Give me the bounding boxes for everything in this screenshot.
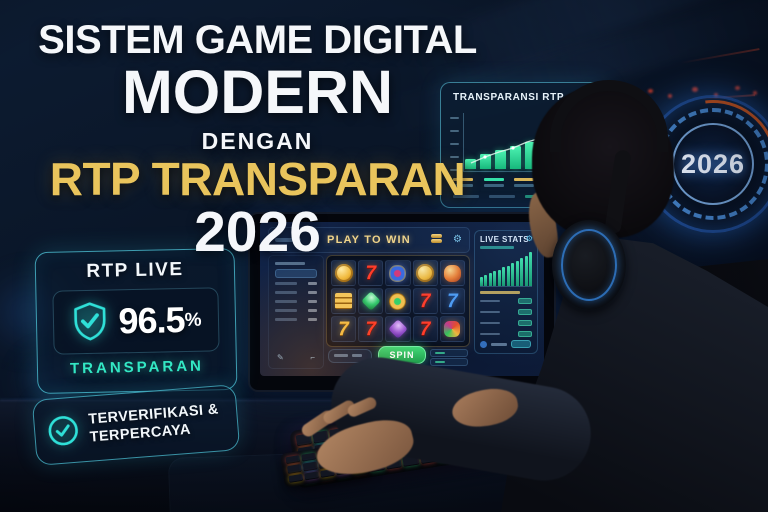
- red-circuit-dot: [648, 89, 653, 93]
- verified-badge-text: TERVERIFIKASI & TERPERCAYA: [87, 401, 220, 446]
- headline-block: SISTEM GAME DIGITAL MODERN DENGAN RTP TR…: [0, 20, 515, 261]
- rtp-value: 96.5%: [118, 298, 202, 342]
- slot-cell-blue-7: [439, 288, 465, 314]
- slot-cell-gold-medallion: [385, 288, 411, 314]
- stats-rows: [480, 298, 532, 342]
- game-sidebar: ✎ ⌐: [268, 255, 324, 369]
- slot-cell-green-gem: [358, 288, 384, 314]
- autoplay-pill[interactable]: [430, 349, 468, 357]
- user-badge-icon: [480, 340, 487, 348]
- headline-line1: SISTEM GAME DIGITAL: [38, 18, 477, 62]
- rtp-value-card: 96.5%: [52, 287, 220, 355]
- slot-cell-gold-coin: [412, 260, 438, 286]
- stats-gold-label-bar: [480, 291, 520, 294]
- slot-cell-gold-coin: [331, 260, 357, 286]
- verified-pill: [511, 340, 531, 348]
- slot-reel-grid: [326, 255, 470, 347]
- earcup-led-ring: [561, 229, 617, 301]
- sidebar-rows: [275, 282, 317, 327]
- rtp-live-panel: RTP LIVE 96.5% TRANSPARAN: [34, 247, 238, 395]
- headline-line2: MODERN: [121, 58, 394, 126]
- slot-cell-red-7: [358, 260, 384, 286]
- slot-cell-red-7: [358, 316, 384, 342]
- headline-line4: RTP TRANSPARAN: [49, 153, 466, 205]
- slot-cell-orange-gem: [439, 260, 465, 286]
- red-circuit-dot: [735, 86, 740, 90]
- slot-cell-blue-flower-gem: [385, 260, 411, 286]
- stats-footer-badges: [480, 340, 532, 348]
- slot-cell-red-7: [412, 316, 438, 342]
- slot-cell-gold-7: [331, 316, 357, 342]
- slot-cell-purple-gem: [385, 316, 411, 342]
- slot-cell-gold-bars: [331, 288, 357, 314]
- circle-check-icon: [48, 416, 78, 446]
- shield-check-icon: [73, 302, 106, 341]
- slot-cell-multicolor-gem: [439, 316, 465, 342]
- headphone-earcup: [552, 220, 626, 310]
- slot-cell-red-7: [412, 288, 438, 314]
- sidebar-tool-icons[interactable]: ✎ ⌐: [277, 353, 315, 362]
- rtp-caption: TRANSPARAN: [69, 357, 205, 378]
- turbo-pill[interactable]: [430, 358, 468, 366]
- headline-line5: 2026: [194, 200, 321, 264]
- sidebar-balance-pill: [275, 269, 317, 278]
- red-circuit-dot: [692, 87, 698, 92]
- headline-line3: DENGAN: [201, 128, 314, 154]
